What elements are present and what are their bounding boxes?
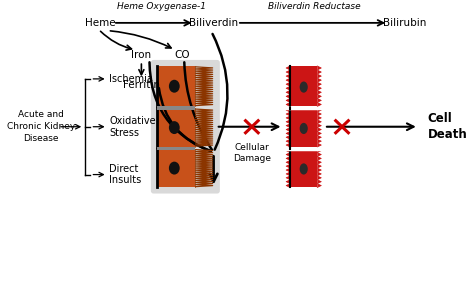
Ellipse shape xyxy=(300,123,308,134)
Text: Ferritin: Ferritin xyxy=(123,80,160,90)
Bar xyxy=(157,107,195,110)
Ellipse shape xyxy=(169,80,180,93)
Bar xyxy=(157,108,195,147)
Ellipse shape xyxy=(169,162,180,175)
Bar xyxy=(157,66,195,107)
Text: Cellular
Damage: Cellular Damage xyxy=(233,143,271,163)
Text: Iron: Iron xyxy=(131,50,152,60)
Text: Heme: Heme xyxy=(85,18,116,28)
Text: Bilirubin: Bilirubin xyxy=(383,18,427,28)
FancyBboxPatch shape xyxy=(151,60,220,193)
Bar xyxy=(290,149,317,188)
Text: Direct
Insults: Direct Insults xyxy=(109,164,142,185)
Bar xyxy=(157,149,195,188)
Text: Acute and
Chronic Kidney
Disease: Acute and Chronic Kidney Disease xyxy=(7,111,75,143)
Text: Oxidative
Stress: Oxidative Stress xyxy=(109,116,156,138)
Text: Heme Oxygenase-1: Heme Oxygenase-1 xyxy=(117,2,206,11)
Bar xyxy=(157,147,195,150)
Bar xyxy=(290,108,317,147)
Ellipse shape xyxy=(300,82,308,93)
Text: Biliverdin Reductase: Biliverdin Reductase xyxy=(267,2,360,11)
Text: Ischemia: Ischemia xyxy=(109,74,153,84)
Text: CO: CO xyxy=(174,50,190,60)
Text: Cell
Death: Cell Death xyxy=(428,112,467,141)
Bar xyxy=(290,66,317,107)
Ellipse shape xyxy=(300,163,308,175)
Text: Biliverdin: Biliverdin xyxy=(189,18,238,28)
Ellipse shape xyxy=(169,121,180,134)
